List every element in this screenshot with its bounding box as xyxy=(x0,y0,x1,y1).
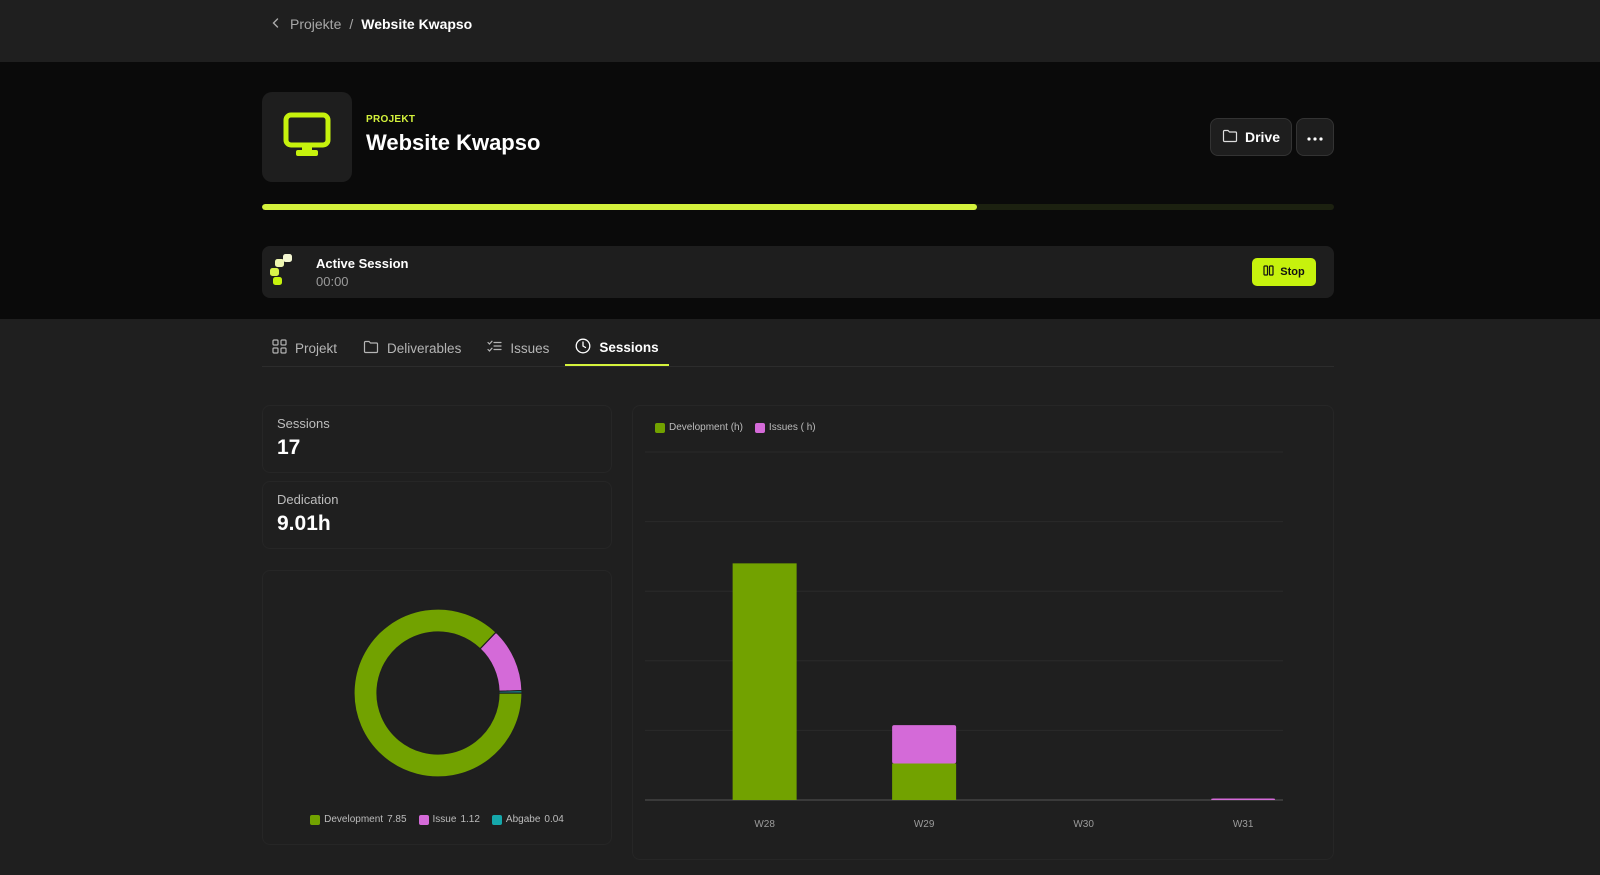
session-timer: 00:00 xyxy=(316,274,349,289)
clock-icon xyxy=(575,338,591,357)
legend-swatch xyxy=(655,422,665,433)
chevron-left-icon[interactable] xyxy=(270,16,282,32)
page-title: Website Kwapso xyxy=(366,130,541,155)
folder-icon xyxy=(1222,129,1238,146)
donut-slice-development xyxy=(353,608,523,778)
legend-item-abgabe: Abgabe 0.04 xyxy=(491,814,564,825)
legend-item-issues-hours: Issues ( h) xyxy=(754,422,816,433)
bar-chart: W28 W29 W30 W31 xyxy=(645,451,1283,830)
bar-chart-card: Development (h) Issues ( h) W28 W29 W30 W31 xyxy=(632,405,1334,860)
project-avatar xyxy=(262,92,352,182)
tab-label: Deliverables xyxy=(387,340,462,356)
dedication-stat-label: Dedication xyxy=(277,492,339,507)
bar-w31-issues xyxy=(1211,798,1276,800)
stop-button-label: Stop xyxy=(1280,266,1305,278)
tab-projekt[interactable]: Projekt xyxy=(262,330,347,366)
more-horizontal-icon xyxy=(1307,128,1323,146)
sessions-stat-card: Sessions 17 xyxy=(262,405,612,473)
legend-name: Development (h) xyxy=(669,422,743,433)
legend-value: 1.12 xyxy=(460,814,480,825)
dedication-stat-value: 9.01h xyxy=(277,512,331,535)
top-bar: Projekte / Website Kwapso xyxy=(0,0,1600,62)
breadcrumb: Projekte / Website Kwapso xyxy=(270,16,472,32)
donut-slice-abgabe xyxy=(498,690,523,694)
legend-name: Issues ( h) xyxy=(768,422,816,433)
project-progress-fill xyxy=(262,204,978,210)
bar-legend: Development (h) Issues ( h) xyxy=(655,422,816,433)
legend-name: Development xyxy=(324,814,384,825)
legend-item-development: Development 7.85 xyxy=(310,814,407,825)
project-type-label: PROJEKT xyxy=(366,114,416,125)
drive-button[interactable]: Drive xyxy=(1210,118,1292,156)
breadcrumb-separator: / xyxy=(349,16,354,32)
legend-value: 0.04 xyxy=(544,814,564,825)
bar-w29-issues xyxy=(892,725,957,764)
drive-button-label: Drive xyxy=(1244,129,1281,145)
sessions-stat-label: Sessions xyxy=(277,416,330,431)
project-header: PROJEKT Website Kwapso Drive Active Sess… xyxy=(0,62,1600,319)
session-title: Active Session xyxy=(316,256,409,271)
pause-icon xyxy=(1263,265,1274,279)
donut-chart xyxy=(353,608,523,778)
donut-legend: Development 7.85 Issue 1.12 Abgabe 0.04 xyxy=(263,814,611,825)
tab-issues[interactable]: Issues xyxy=(477,330,559,366)
x-tick-label: W28 xyxy=(754,819,775,830)
x-tick-label: W29 xyxy=(914,819,935,830)
breadcrumb-current: Website Kwapso xyxy=(361,16,473,32)
legend-swatch xyxy=(418,814,429,825)
legend-item-issue: Issue 1.12 xyxy=(418,814,480,825)
tab-label: Projekt xyxy=(295,340,338,356)
x-tick-label: W30 xyxy=(1073,819,1094,830)
legend-name: Abgabe xyxy=(505,814,541,825)
legend-swatch xyxy=(491,814,502,825)
session-logo-icon xyxy=(270,254,296,288)
legend-item-development-hours: Development (h) xyxy=(655,422,743,433)
tab-label: Issues xyxy=(510,340,550,356)
tab-bar: Projekt Deliverables Issues Sessions xyxy=(262,330,1334,367)
grid-icon xyxy=(272,339,287,357)
sessions-stat-value: 17 xyxy=(277,436,301,459)
legend-swatch xyxy=(754,422,765,433)
dedication-stat-card: Dedication 9.01h xyxy=(262,481,612,549)
monitor-icon xyxy=(283,111,331,164)
tab-label: Sessions xyxy=(599,339,659,355)
project-progress-bar xyxy=(262,204,1334,210)
x-tick-label: W31 xyxy=(1233,819,1254,830)
legend-swatch xyxy=(310,814,321,825)
donut-chart-card: Development 7.85 Issue 1.12 Abgabe 0.04 xyxy=(262,570,612,845)
checklist-icon xyxy=(487,340,502,356)
breadcrumb-parent-link[interactable]: Projekte xyxy=(290,16,342,32)
stop-button[interactable]: Stop xyxy=(1252,258,1316,286)
folder-icon xyxy=(363,340,379,357)
bar-w28-development xyxy=(732,563,797,800)
legend-name: Issue xyxy=(432,814,457,825)
legend-value: 7.85 xyxy=(387,814,407,825)
active-session-card: Active Session 00:00 Stop xyxy=(262,246,1334,298)
more-options-button[interactable] xyxy=(1296,118,1334,156)
tab-sessions[interactable]: Sessions xyxy=(565,330,669,366)
tab-deliverables[interactable]: Deliverables xyxy=(353,330,471,366)
bar-w29-development xyxy=(892,763,957,800)
